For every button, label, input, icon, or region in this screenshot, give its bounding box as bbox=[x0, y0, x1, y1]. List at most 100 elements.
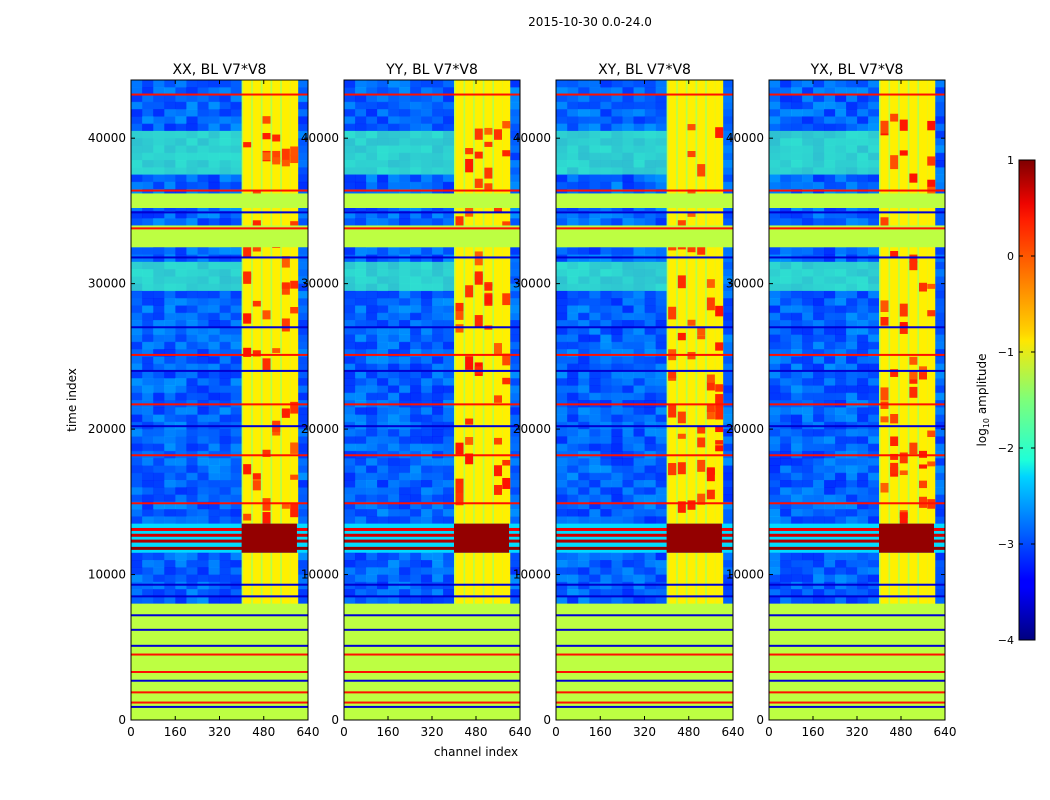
noise-cell bbox=[355, 465, 367, 474]
noise-cell bbox=[186, 210, 198, 219]
rfi-hotspot bbox=[677, 501, 686, 513]
noise-cell bbox=[622, 109, 634, 117]
noise-cell bbox=[366, 392, 378, 401]
y-tick-label-xy-20000: 20000 bbox=[513, 422, 551, 436]
noise-cell bbox=[589, 392, 601, 401]
hot-row-0 bbox=[556, 701, 733, 704]
noise-cell bbox=[131, 320, 143, 328]
noise-cell bbox=[567, 429, 579, 437]
noise-cell bbox=[432, 341, 444, 350]
noise-cell bbox=[399, 356, 411, 365]
noise-cell bbox=[721, 138, 733, 146]
noise-cell bbox=[443, 560, 455, 568]
noise-cell bbox=[633, 567, 645, 576]
noise-cell bbox=[556, 560, 568, 568]
noise-cell bbox=[230, 101, 243, 110]
noise-cell bbox=[142, 87, 154, 96]
noise-cell bbox=[589, 305, 601, 314]
noise-cell bbox=[600, 480, 612, 488]
noise-cell bbox=[846, 80, 858, 88]
noise-cell bbox=[600, 334, 612, 343]
noise-cell bbox=[857, 94, 869, 103]
noise-cell bbox=[230, 312, 243, 321]
noise-cell bbox=[131, 247, 143, 256]
noise-cell bbox=[219, 574, 232, 583]
noise-cell bbox=[388, 458, 400, 466]
noise-cell bbox=[142, 378, 154, 386]
noise-cell bbox=[443, 312, 455, 321]
noise-cell bbox=[296, 392, 308, 401]
noise-cell bbox=[153, 356, 165, 365]
rfi-hotspot bbox=[262, 449, 271, 457]
noise-cell bbox=[186, 574, 198, 583]
noise-cell bbox=[164, 560, 176, 568]
noise-cell bbox=[153, 218, 165, 226]
noise-cell bbox=[622, 509, 634, 517]
noise-cell bbox=[175, 363, 187, 372]
noise-cell bbox=[421, 218, 433, 226]
noise-cell bbox=[721, 429, 733, 437]
noise-cell bbox=[344, 472, 356, 481]
noise-cell bbox=[633, 94, 645, 103]
noise-cell bbox=[432, 218, 444, 226]
hot-row-5 bbox=[344, 454, 520, 457]
noise-cell bbox=[589, 356, 601, 365]
noise-cell bbox=[388, 327, 400, 336]
noise-cell bbox=[622, 341, 634, 350]
noise-cell bbox=[175, 109, 187, 117]
noise-cell bbox=[142, 290, 154, 299]
noise-cell bbox=[410, 509, 422, 517]
noise-cell bbox=[197, 312, 209, 321]
rfi-hotspot bbox=[281, 148, 290, 163]
flagged-band-1 bbox=[344, 225, 520, 248]
noise-cell bbox=[611, 218, 623, 226]
noise-cell bbox=[934, 138, 945, 146]
dropout-row-10 bbox=[131, 256, 308, 259]
noise-cell bbox=[421, 87, 433, 96]
noise-cell bbox=[655, 341, 668, 350]
noise-cell bbox=[622, 181, 634, 190]
noise-cell bbox=[556, 436, 568, 445]
x-tick-label-xx-160: 160 bbox=[164, 725, 187, 739]
noise-cell bbox=[589, 429, 601, 437]
noise-cell bbox=[721, 370, 733, 379]
noise-cell bbox=[410, 501, 422, 510]
noise-cell bbox=[355, 516, 367, 525]
noise-cell bbox=[208, 429, 220, 437]
noise-cell bbox=[791, 247, 803, 256]
noise-cell bbox=[355, 181, 367, 190]
noise-cell bbox=[556, 189, 568, 197]
rfi-hotspot bbox=[281, 256, 290, 268]
noise-cell bbox=[388, 596, 400, 605]
noise-cell bbox=[355, 101, 367, 110]
noise-cell bbox=[355, 574, 367, 583]
noise-cell bbox=[142, 210, 154, 219]
noise-cell bbox=[219, 101, 232, 110]
noise-cell bbox=[578, 472, 590, 481]
noise-cell bbox=[208, 320, 220, 328]
noise-cell bbox=[410, 181, 422, 190]
noise-cell bbox=[355, 414, 367, 423]
noise-cell bbox=[633, 436, 645, 445]
rfi-hotspot bbox=[262, 133, 271, 140]
noise-cell bbox=[611, 509, 623, 517]
noise-cell bbox=[366, 429, 378, 437]
noise-cell bbox=[219, 429, 232, 437]
noise-cell bbox=[780, 87, 792, 96]
noise-cell bbox=[432, 189, 444, 197]
rfi-hotspot bbox=[272, 157, 281, 165]
noise-cell bbox=[567, 356, 579, 365]
noise-cell bbox=[509, 378, 520, 386]
noise-cell bbox=[644, 189, 657, 197]
noise-cell bbox=[197, 305, 209, 314]
dropout-row-7 bbox=[131, 425, 308, 428]
noise-cell bbox=[131, 370, 143, 379]
noise-cell bbox=[432, 574, 444, 583]
noise-cell bbox=[846, 123, 858, 132]
dropout-row-11 bbox=[131, 211, 308, 214]
rfi-hotspot bbox=[290, 442, 299, 454]
noise-cell bbox=[600, 574, 612, 583]
noise-cell bbox=[556, 334, 568, 343]
noise-cell bbox=[410, 363, 422, 372]
noise-cell bbox=[567, 181, 579, 190]
